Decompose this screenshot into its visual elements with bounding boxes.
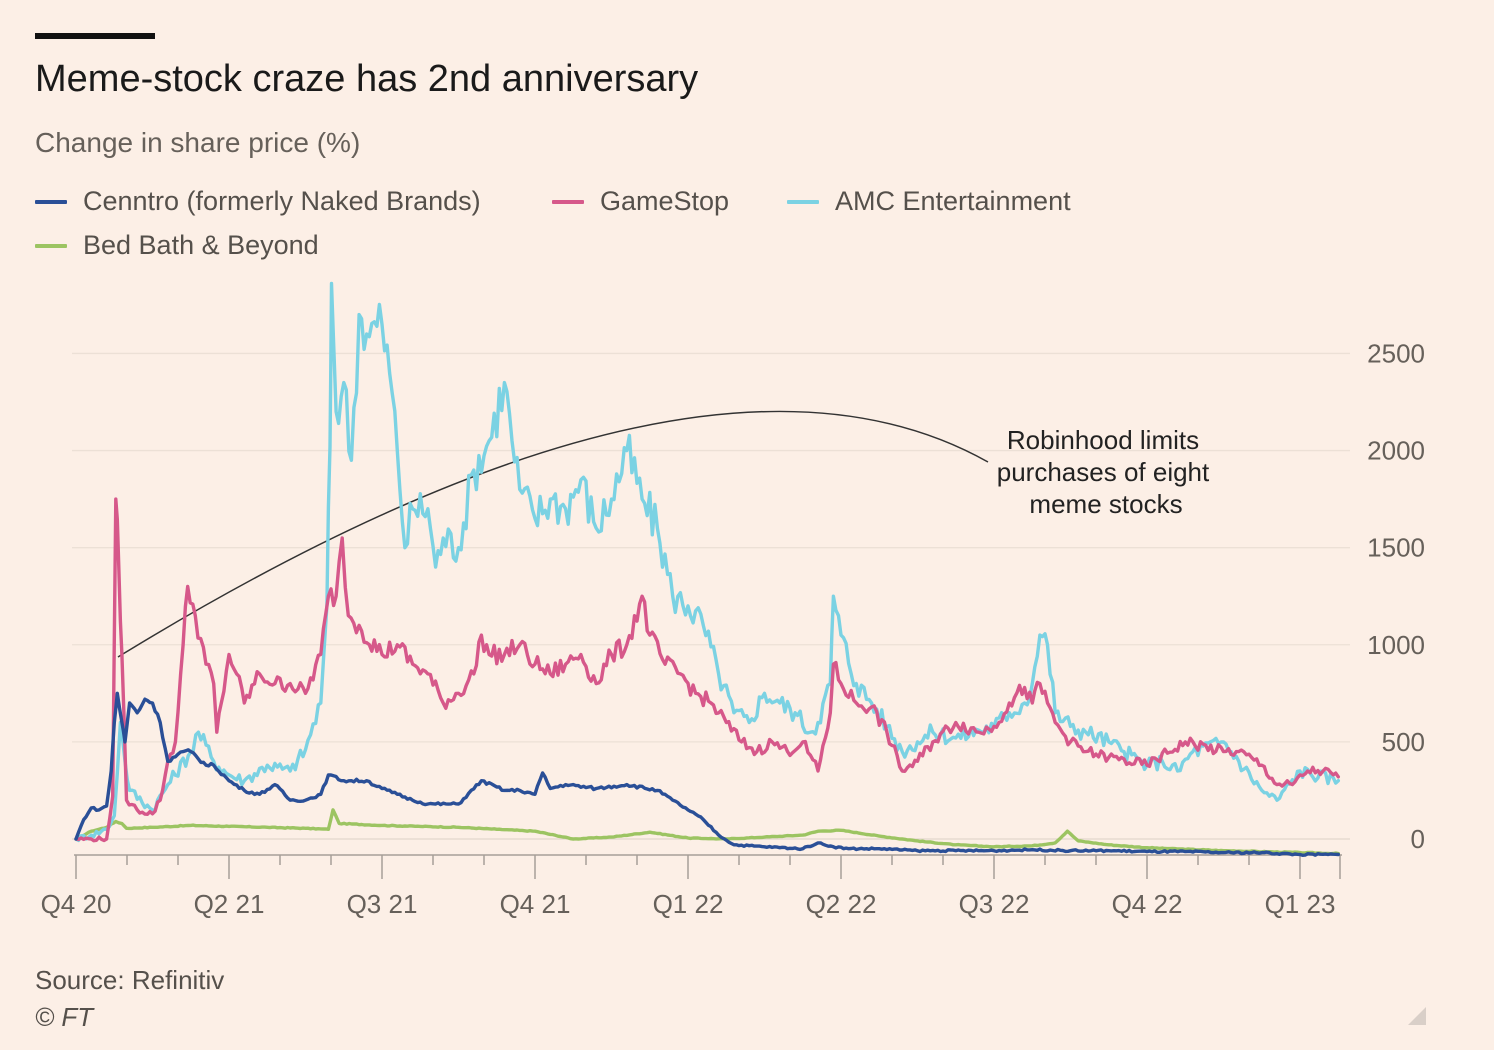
chart-legend: Cenntro (formerly Naked Brands) GameStop… [35,186,1135,276]
legend-swatch-cenntro [35,199,67,204]
legend-item-bed-bath: Bed Bath & Beyond [35,230,319,261]
x-tick-label: Q4 20 [41,889,112,919]
x-tick-label: Q2 21 [194,889,265,919]
series-line-amc-entertainment [74,281,1340,843]
resize-corner-icon [1408,1007,1426,1025]
y-tick-label: 1000 [1367,630,1425,660]
series-line-gamestop [74,497,1340,843]
legend-item-cenntro: Cenntro (formerly Naked Brands) [35,186,481,217]
x-tick-label: Q4 21 [500,889,571,919]
x-tick-label: Q2 22 [806,889,877,919]
line-chart: 0 500 1000 1500 2000 2500 Q4 20 Q2 21 Q3 21 Q4 21… [41,281,1425,919]
source-note: Source: Refinitiv [35,965,225,995]
legend-item-amc: AMC Entertainment [787,186,1071,217]
y-tick-label: 2500 [1367,338,1425,368]
series-line-cenntro-formerly-naked-brands [74,691,1340,857]
annotation-connector [117,410,989,658]
legend-swatch-bed-bath [35,243,67,248]
x-tick-label: Q4 22 [1112,889,1183,919]
legend-label-bed-bath: Bed Bath & Beyond [83,230,319,260]
y-tick-label: 2000 [1367,436,1425,466]
ft-credit: © FT [35,1002,94,1032]
x-tick-label: Q3 22 [959,889,1030,919]
chart-title: Meme-stock craze has 2nd anniversary [35,58,699,100]
annotation-text: Robinhood limits [1007,425,1199,455]
legend-swatch-amc [787,199,819,204]
x-tick-label: Q3 21 [347,889,418,919]
legend-label-cenntro: Cenntro (formerly Naked Brands) [83,186,481,216]
annotation-text: meme stocks [1029,489,1182,519]
legend-item-gamestop: GameStop [552,186,729,217]
legend-label-gamestop: GameStop [600,186,730,216]
x-tick-label: Q1 23 [1265,889,1336,919]
annotation-text: purchases of eight [997,457,1210,487]
y-tick-label: 1500 [1367,533,1425,563]
legend-swatch-gamestop [552,199,584,204]
y-tick-label: 500 [1382,727,1425,757]
x-tick-label: Q1 22 [653,889,724,919]
y-tick-label: 0 [1411,824,1425,854]
chart-subtitle: Change in share price (%) [35,127,361,158]
series-line-bed-bath-beyond [74,808,1340,856]
header-rule [35,33,155,39]
legend-label-amc: AMC Entertainment [835,186,1071,216]
